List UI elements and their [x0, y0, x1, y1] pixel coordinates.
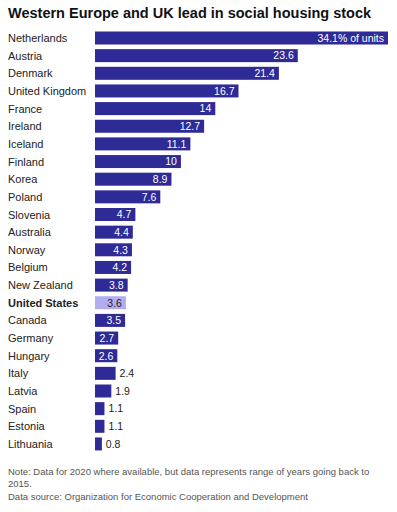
data-label: 4.4 [114, 226, 129, 238]
bar [95, 155, 181, 168]
bars [95, 32, 388, 451]
category-label: Poland [8, 191, 42, 203]
data-label: 7.6 [142, 191, 157, 203]
data-label: 4.2 [112, 261, 127, 273]
category-label: Canada [8, 314, 47, 326]
data-label: 34.1% of units [317, 32, 384, 44]
bar [95, 296, 126, 309]
bar [95, 190, 160, 203]
category-label: Norway [8, 244, 46, 256]
data-label: 16.7 [214, 85, 235, 97]
category-label: Italy [8, 367, 29, 379]
data-label: 12.7 [180, 120, 201, 132]
source: Data source: Organization for Economic C… [8, 491, 390, 503]
data-label: 1.1 [108, 402, 123, 414]
data-label: 1.9 [115, 385, 130, 397]
data-label: 8.9 [153, 173, 168, 185]
data-label: 10 [165, 155, 177, 167]
data-label: 3.8 [109, 279, 124, 291]
chart: Western Europe and UK lead in social hou… [0, 0, 397, 465]
data-label: 14 [200, 102, 212, 114]
bar [95, 261, 131, 274]
title: Western Europe and UK lead in social hou… [8, 5, 372, 21]
bar [95, 420, 104, 433]
bar [95, 102, 215, 115]
category-label: Belgium [8, 261, 48, 273]
data-label: 2.7 [100, 332, 115, 344]
data-label: 4.7 [117, 208, 132, 220]
bar [95, 367, 116, 380]
data-label: 1.1 [108, 420, 123, 432]
category-label: Hungary [8, 350, 50, 362]
bar [95, 402, 104, 415]
category-label: Germany [8, 332, 54, 344]
bar [95, 243, 132, 256]
category-label: Finland [8, 156, 44, 168]
category-label: Netherlands [8, 32, 68, 44]
labels: Netherlands 34.1% of units Austria 23.6 Denm… [8, 32, 384, 450]
data-label: 2.4 [120, 367, 135, 379]
bar [95, 332, 118, 345]
bar [95, 49, 298, 62]
note: Note: Data for 2020 where available, but… [8, 466, 390, 490]
bar [95, 226, 133, 239]
bar [95, 437, 102, 450]
bar [95, 120, 204, 133]
category-label: Iceland [8, 138, 43, 150]
category-label: Korea [8, 173, 38, 185]
bar [95, 349, 117, 362]
category-label: Latvia [8, 385, 38, 397]
bar [95, 314, 125, 327]
category-label: United States [8, 297, 78, 309]
data-label: 21.4 [254, 67, 275, 79]
notes: Note: Data for 2020 where available, but… [8, 466, 390, 504]
category-label: Austria [8, 50, 43, 62]
category-label: Spain [8, 403, 36, 415]
bar [95, 208, 135, 221]
bar [95, 137, 190, 150]
data-label: 3.5 [106, 314, 121, 326]
bar [95, 385, 111, 398]
bar [95, 32, 388, 45]
data-label: 2.6 [99, 350, 114, 362]
bar [95, 84, 238, 97]
data-label: 23.6 [273, 49, 294, 61]
bar [95, 279, 128, 292]
category-label: United Kingdom [8, 85, 86, 97]
category-label: New Zealand [8, 279, 73, 291]
category-label: Lithuania [8, 438, 54, 450]
category-label: Australia [8, 226, 52, 238]
data-label: 11.1 [167, 138, 187, 150]
bar [95, 67, 279, 80]
data-label: 3.6 [107, 297, 122, 309]
category-label: Slovenia [8, 209, 51, 221]
category-label: Estonia [8, 420, 46, 432]
category-label: Ireland [8, 120, 42, 132]
data-label: 4.3 [113, 244, 128, 256]
category-label: France [8, 103, 42, 115]
data-label: 0.8 [106, 438, 121, 450]
category-label: Denmark [8, 67, 53, 79]
bar [95, 173, 171, 186]
